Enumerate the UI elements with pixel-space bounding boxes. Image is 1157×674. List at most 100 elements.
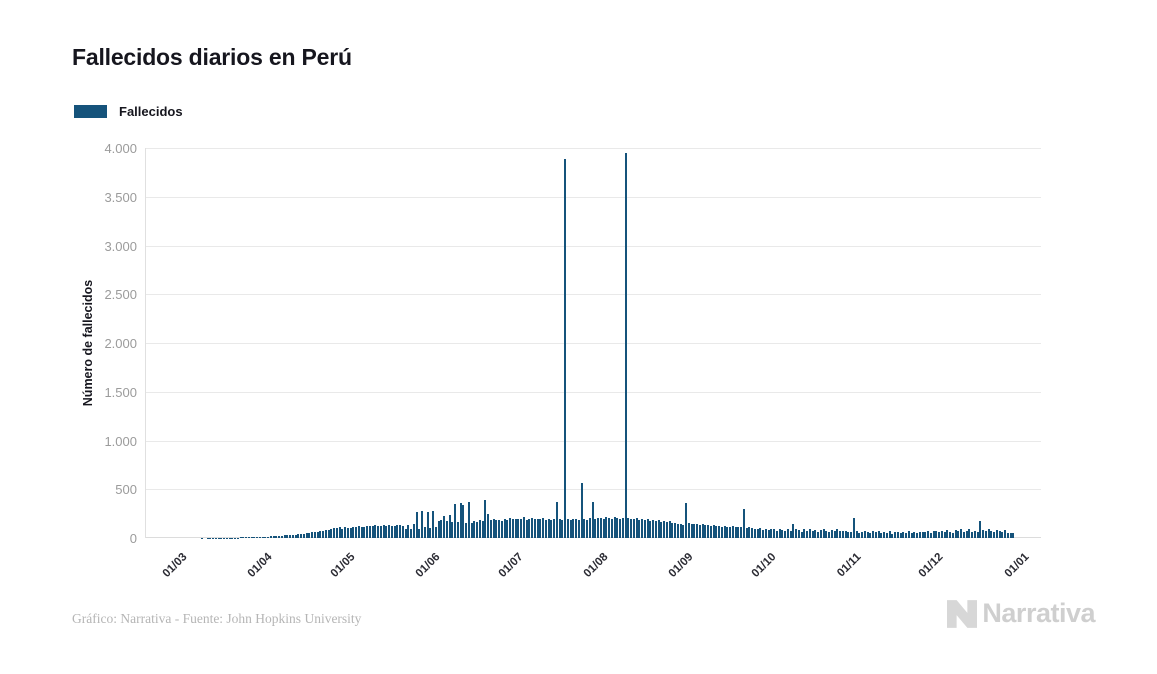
- legend-swatch: [74, 105, 107, 118]
- bar: [528, 518, 531, 538]
- bar: [902, 531, 905, 538]
- bar: [418, 528, 421, 538]
- bar: [553, 518, 556, 538]
- bar: [445, 521, 448, 538]
- bar: [366, 525, 369, 538]
- bar: [822, 529, 825, 538]
- plot-area: [145, 148, 1041, 538]
- bar: [580, 483, 583, 538]
- bar: [627, 517, 630, 538]
- bar: [610, 518, 613, 538]
- bar: [698, 524, 701, 538]
- bar: [242, 537, 245, 538]
- bar: [998, 531, 1001, 538]
- bar: [481, 520, 484, 538]
- bar: [484, 500, 487, 538]
- bar: [748, 527, 751, 538]
- bar: [588, 518, 591, 538]
- bar: [918, 531, 921, 538]
- legend-item-fallecidos[interactable]: Fallecidos: [74, 104, 183, 119]
- bar: [511, 518, 514, 538]
- bar: [679, 523, 682, 538]
- bar: [718, 525, 721, 538]
- bar: [654, 521, 657, 538]
- bar: [883, 531, 886, 538]
- bar: [302, 533, 305, 538]
- bar: [855, 531, 858, 538]
- bar: [819, 530, 822, 538]
- bar: [385, 525, 388, 538]
- bar: [462, 504, 465, 538]
- bar: [756, 529, 759, 538]
- bar: [602, 519, 605, 538]
- gridline-1500: [146, 391, 1041, 393]
- bar: [982, 530, 985, 538]
- bar: [250, 537, 253, 538]
- bar: [509, 518, 512, 538]
- bar: [1012, 533, 1015, 538]
- bar: [877, 530, 880, 538]
- narrativa-n-icon: [947, 599, 978, 628]
- bar: [522, 517, 525, 538]
- bar: [668, 521, 671, 538]
- bar: [341, 528, 344, 538]
- bar: [503, 518, 506, 538]
- bar: [297, 534, 300, 538]
- bar: [594, 518, 597, 538]
- y-tick-label: 500: [115, 482, 137, 498]
- bar: [844, 530, 847, 538]
- bar: [544, 519, 547, 538]
- bar: [935, 530, 938, 538]
- bar: [751, 528, 754, 538]
- bar: [646, 519, 649, 538]
- bar: [657, 520, 660, 538]
- bar: [330, 529, 333, 538]
- chart-title: Fallecidos diarios en Perú: [72, 44, 352, 70]
- gridline-2000: [146, 343, 1041, 344]
- bar: [566, 519, 569, 538]
- bar: [539, 519, 542, 538]
- bar: [880, 533, 883, 538]
- bar: [863, 530, 866, 538]
- bar: [929, 532, 932, 538]
- bar: [333, 528, 336, 538]
- bar: [913, 532, 916, 538]
- bar: [726, 526, 729, 538]
- bar: [525, 519, 528, 538]
- bar: [294, 534, 297, 538]
- bar: [808, 529, 811, 538]
- bar: [742, 508, 745, 538]
- bar: [324, 530, 327, 538]
- bar: [542, 518, 545, 538]
- bar: [833, 531, 836, 538]
- bar: [360, 527, 363, 538]
- bar: [874, 532, 877, 538]
- bar: [388, 524, 391, 538]
- bar: [850, 531, 853, 538]
- bar: [811, 531, 814, 538]
- bar: [399, 524, 402, 538]
- bar: [465, 523, 468, 538]
- bar: [949, 531, 952, 538]
- bar: [616, 518, 619, 538]
- bar: [291, 534, 294, 538]
- bar: [586, 519, 589, 538]
- bar: [379, 526, 382, 538]
- bar: [709, 525, 712, 538]
- bar: [773, 529, 776, 538]
- bar: [1006, 532, 1009, 538]
- bar: [957, 531, 960, 538]
- bar: [371, 525, 374, 538]
- bar: [451, 521, 454, 538]
- bar: [995, 529, 998, 538]
- bar: [352, 527, 355, 538]
- bar: [583, 519, 586, 538]
- bar: [437, 520, 440, 538]
- bar: [289, 535, 292, 538]
- bar: [693, 524, 696, 538]
- bar: [701, 524, 704, 538]
- bar: [278, 535, 281, 538]
- x-tick-label: 01/04: [245, 551, 275, 580]
- bar: [396, 525, 399, 538]
- bar: [597, 517, 600, 538]
